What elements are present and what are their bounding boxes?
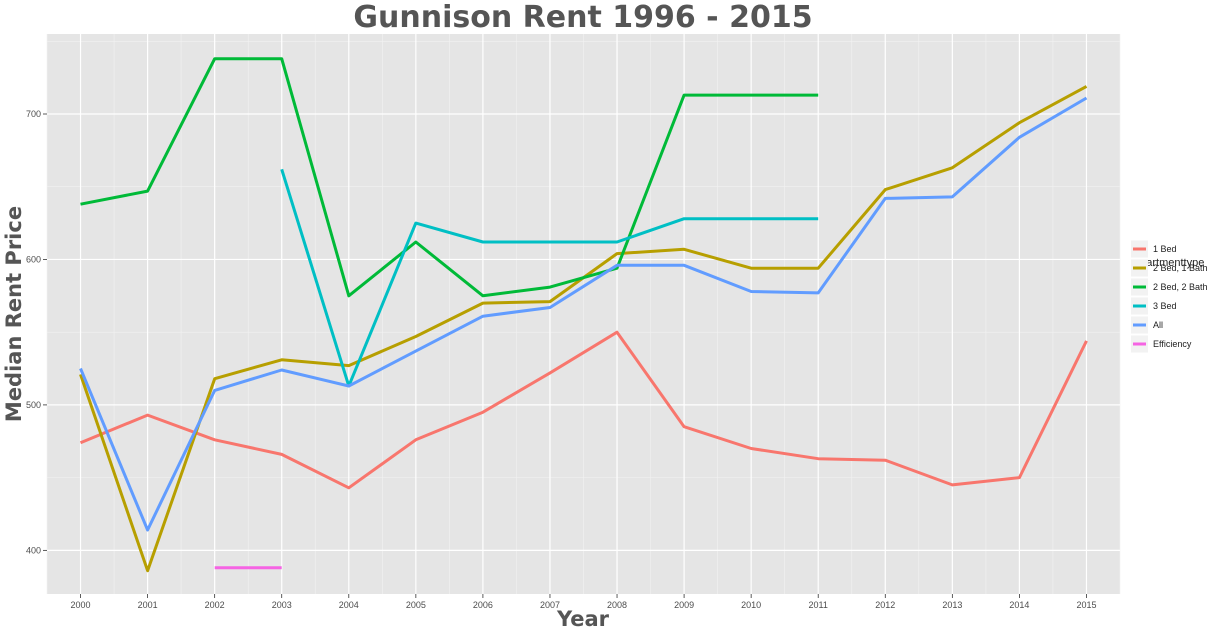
series-line-2-bed-2-bath: [80, 57, 819, 298]
legend-title: apartmenttype: [1134, 257, 1204, 269]
x-axis-title: Year: [556, 607, 610, 631]
y-tick-label: 500: [26, 400, 41, 410]
y-tick-label: 600: [26, 254, 41, 264]
y-tick-label: 700: [26, 109, 41, 119]
x-tick-label: 2012: [875, 600, 895, 610]
minor-gridlines: [46, 34, 1121, 594]
x-tick-label: 2000: [71, 600, 91, 610]
x-tick-label: 2009: [674, 600, 694, 610]
series-line-3-bed: [280, 168, 819, 388]
x-tick-label: 2005: [406, 600, 426, 610]
x-tick-label: 2002: [205, 600, 225, 610]
series-lines: [79, 57, 1088, 573]
x-tick-label: 2007: [540, 600, 560, 610]
x-tick-label: 2011: [809, 600, 828, 610]
y-tick-label: 400: [26, 545, 41, 555]
y-axis-ticks: 400 500 600 700: [26, 109, 47, 555]
y-axis-title: Median Rent Price: [2, 206, 26, 422]
legend-label: 2 Bed, 1 Bath: [1153, 263, 1208, 273]
legend-label: Efficiency: [1153, 339, 1192, 349]
x-axis-ticks: 2000 2001 2002 2003 2004 2005 2006 2007 2008 2009…: [71, 594, 1096, 610]
x-tick-label: 2003: [272, 600, 292, 610]
major-gridlines: [47, 34, 1120, 594]
legend-label: 1 Bed: [1153, 244, 1177, 254]
series-line-all: [79, 96, 1088, 532]
legend-label: 2 Bed, 2 Bath: [1153, 282, 1208, 292]
x-tick-label: 2013: [942, 600, 962, 610]
x-tick-label: 2008: [607, 600, 627, 610]
chart-title: Gunnison Rent 1996 - 2015: [353, 0, 812, 35]
x-tick-label: 2015: [1076, 600, 1096, 610]
legend: apartmenttype 1 Bed 2 Bed, 1 Bath 2 Bed, 2…: [1131, 240, 1208, 353]
x-tick-label: 2001: [138, 600, 158, 610]
legend-label: All: [1153, 320, 1163, 330]
x-tick-label: 2004: [339, 600, 359, 610]
series-line-1-bed: [79, 330, 1088, 490]
x-tick-label: 2014: [1009, 600, 1029, 610]
x-tick-label: 2006: [473, 600, 493, 610]
x-tick-label: 2010: [741, 600, 761, 610]
legend-label: 3 Bed: [1153, 301, 1177, 311]
